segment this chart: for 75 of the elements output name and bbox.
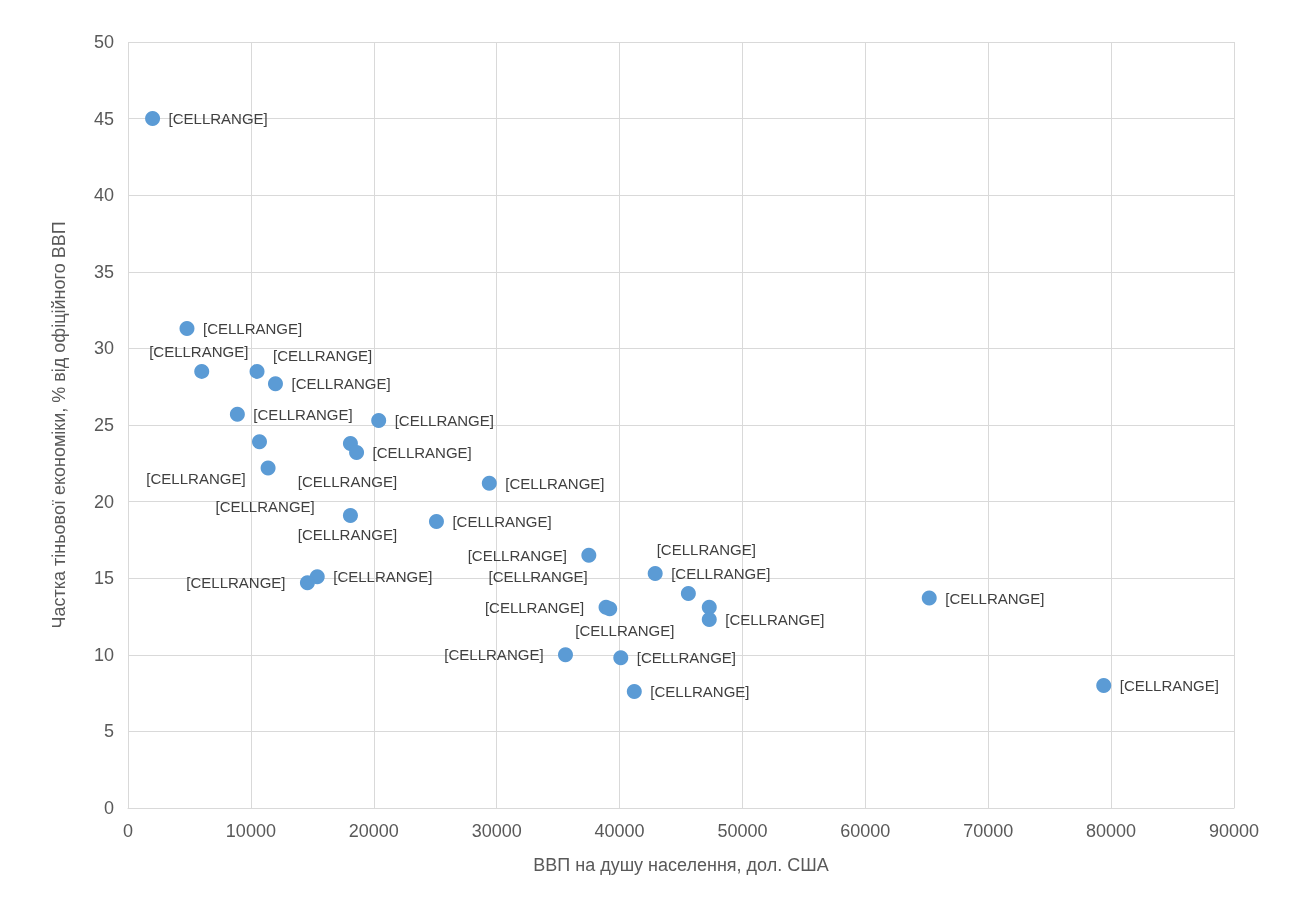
point bbox=[613, 650, 629, 666]
y-tick-label: 10 bbox=[93, 644, 114, 665]
point bbox=[626, 684, 642, 700]
data-label: [CELLRANGE] bbox=[394, 411, 494, 429]
data-label: [CELLRANGE] bbox=[202, 319, 303, 337]
point bbox=[194, 363, 210, 379]
y-tick-label: 50 bbox=[93, 32, 114, 52]
point bbox=[349, 445, 365, 461]
point bbox=[602, 601, 618, 617]
y-axis-title: Частка тіньової економіки, % від офіційного ВВП bbox=[49, 221, 69, 629]
point bbox=[647, 566, 663, 582]
data-label: [CELLRANGE] bbox=[273, 346, 373, 364]
point bbox=[249, 363, 265, 379]
data-label: [CELLRANGE] bbox=[1119, 676, 1219, 694]
point bbox=[229, 406, 245, 422]
data-label: [CELLRANGE] bbox=[467, 546, 567, 564]
data-label: [CELLRANGE] bbox=[149, 343, 249, 361]
point bbox=[921, 590, 937, 606]
x-tick-label: 80000 bbox=[1086, 821, 1137, 841]
point bbox=[179, 320, 195, 336]
point bbox=[260, 460, 276, 476]
data-label: [CELLRANGE] bbox=[215, 497, 315, 515]
point bbox=[342, 507, 358, 523]
y-tick-label: 20 bbox=[93, 491, 114, 512]
data-label: [CELLRANGE] bbox=[671, 565, 771, 583]
point bbox=[1096, 677, 1112, 693]
point bbox=[145, 111, 161, 127]
point bbox=[371, 412, 387, 428]
x-tick-label: 50000 bbox=[717, 821, 768, 841]
data-label: [CELLRANGE] bbox=[168, 110, 268, 128]
data-label: [CELLRANGE] bbox=[186, 574, 286, 592]
data-label: [CELLRANGE] bbox=[297, 473, 398, 491]
data-label: [CELLRANGE] bbox=[333, 568, 433, 586]
point bbox=[481, 475, 497, 491]
y-tick-label: 0 bbox=[103, 798, 114, 818]
x-tick-label: 60000 bbox=[840, 821, 891, 841]
point bbox=[701, 612, 717, 628]
y-tick-label: 5 bbox=[103, 721, 114, 742]
y-tick-label: 15 bbox=[93, 568, 114, 589]
data-label: [CELLRANGE] bbox=[656, 541, 756, 559]
x-tick-label: 20000 bbox=[348, 821, 399, 841]
data-label: [CELLRANGE] bbox=[484, 598, 585, 616]
y-tick-label: 40 bbox=[93, 185, 114, 206]
x-tick-label: 0 bbox=[122, 821, 134, 841]
data-label: [CELLRANGE] bbox=[253, 405, 353, 423]
data-label: [CELLRANGE] bbox=[505, 474, 605, 492]
data-label: [CELLRANGE] bbox=[650, 683, 750, 701]
x-tick-label: 10000 bbox=[225, 821, 276, 841]
y-tick-label: 45 bbox=[93, 108, 114, 129]
data-label: [CELLRANGE] bbox=[372, 444, 472, 462]
y-tick-label: 25 bbox=[93, 415, 114, 435]
point bbox=[267, 376, 283, 392]
point bbox=[299, 575, 315, 591]
data-label: [CELLRANGE] bbox=[945, 589, 1045, 607]
data-label: [CELLRANGE] bbox=[297, 526, 398, 544]
point bbox=[428, 514, 444, 530]
data-label: [CELLRANGE] bbox=[636, 649, 736, 667]
data-label: [CELLRANGE] bbox=[452, 513, 552, 531]
point bbox=[558, 647, 573, 663]
x-tick-label: 90000 bbox=[1208, 821, 1260, 841]
point bbox=[680, 586, 696, 602]
x-axis-title: ВВП на душу населення, дол. США bbox=[533, 855, 829, 875]
x-tick-label: 40000 bbox=[594, 821, 645, 841]
data-label: [CELLRANGE] bbox=[291, 375, 391, 393]
x-tick-label: 30000 bbox=[471, 821, 522, 841]
data-label: [CELLRANGE] bbox=[575, 621, 675, 639]
data-label: [CELLRANGE] bbox=[146, 469, 246, 487]
data-label: [CELLRANGE] bbox=[488, 568, 588, 586]
point bbox=[252, 434, 267, 450]
data-label: [CELLRANGE] bbox=[725, 611, 825, 629]
point bbox=[581, 547, 597, 563]
y-tick-label: 30 bbox=[93, 338, 114, 359]
x-tick-label: 70000 bbox=[963, 821, 1014, 841]
y-tick-label: 35 bbox=[93, 261, 114, 282]
data-label: [CELLRANGE] bbox=[444, 646, 544, 664]
